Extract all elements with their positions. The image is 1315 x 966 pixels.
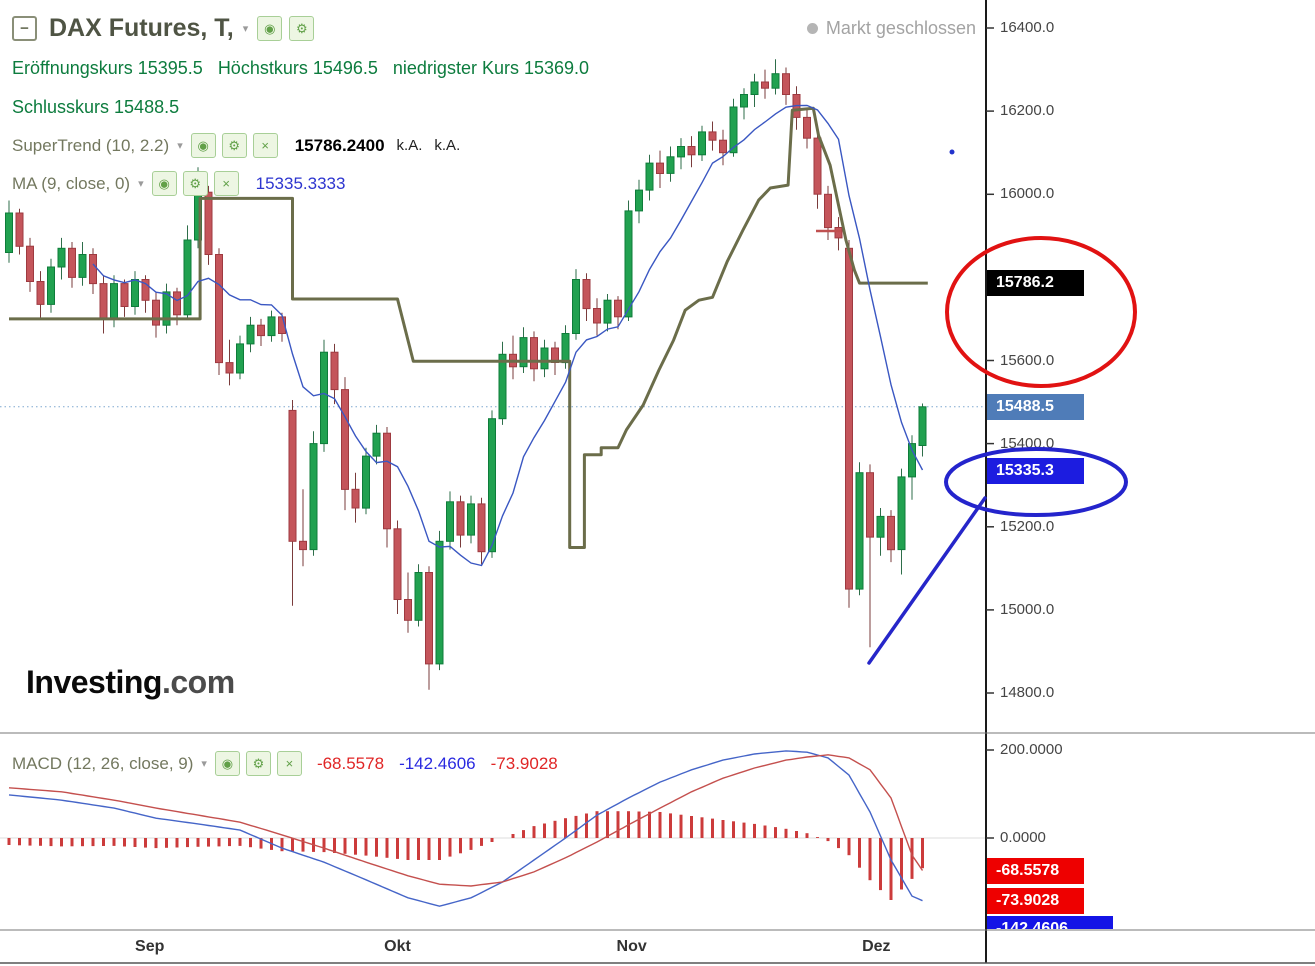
supertrend-extra-2: k.A. <box>434 137 461 154</box>
chevron-down-icon[interactable]: ▾ <box>177 140 183 152</box>
macd-signal-flag: -73.9028 <box>987 888 1084 914</box>
time-axis-label: Okt <box>384 938 411 955</box>
macd-label[interactable]: MACD (12, 26, close, 9) <box>12 753 194 773</box>
title-row: − DAX Futures, T, ▾ ◉ ⚙ <box>12 14 315 43</box>
visibility-icon[interactable]: ◉ <box>257 16 283 41</box>
market-status-text: Markt geschlossen <box>825 18 976 38</box>
remove-icon[interactable]: × <box>213 171 239 196</box>
chevron-down-icon[interactable]: ▾ <box>242 23 249 35</box>
visibility-icon[interactable]: ◉ <box>214 751 240 776</box>
ohl-info-line: Eröffnungskurs 15395.5 Höchstkurs 15496.… <box>12 58 589 79</box>
settings-icon[interactable]: ⚙ <box>289 16 315 41</box>
ma-legend-row: MA (9, close, 0) ▾ ◉ ⚙ × 15335.3333 <box>12 171 345 196</box>
settings-icon[interactable]: ⚙ <box>182 171 208 196</box>
remove-icon[interactable]: × <box>276 751 302 776</box>
remove-icon[interactable]: × <box>252 133 278 158</box>
macd-legend-row: MACD (12, 26, close, 9) ▾ ◉ ⚙ × -68.5578… <box>12 751 558 776</box>
ma-label[interactable]: MA (9, close, 0) <box>12 173 131 193</box>
macd-line <box>8 750 923 907</box>
macd-line-value: -142.4606 <box>399 753 476 773</box>
collapse-glyph: − <box>20 20 29 37</box>
ma-value: 15335.3333 <box>255 173 346 193</box>
supertrend-legend-row: SuperTrend (10, 2.2) ▾ ◉ ⚙ × 15786.2400 … <box>12 133 460 158</box>
market-status: Markt geschlossen <box>806 18 976 39</box>
supertrend-label[interactable]: SuperTrend (10, 2.2) <box>12 135 170 155</box>
supertrend-value: 15786.2400 <box>294 135 385 155</box>
macd-signal-line <box>8 754 924 887</box>
macd-histogram-value: -68.5578 <box>316 753 385 773</box>
status-dot-icon <box>806 23 818 34</box>
supertrend-line <box>9 106 928 549</box>
macd-line-flag: -142.4606 <box>987 916 1113 929</box>
chart-title: DAX Futures, T, <box>49 14 234 42</box>
close-info: Schlusskurs 15488.5 <box>12 97 180 117</box>
collapse-icon[interactable]: − <box>12 16 37 41</box>
supertrend-extra-1: k.A. <box>396 137 423 154</box>
macd-histogram <box>7 811 924 900</box>
macd-histogram-flag: -68.5578 <box>987 858 1084 884</box>
close-info-line: Schlusskurs 15488.5 <box>12 97 179 118</box>
last-price-flag: 15488.5 <box>987 393 1084 420</box>
time-axis-label: Sep <box>135 938 165 955</box>
macd-signal-value: -73.9028 <box>490 753 558 773</box>
logo-suffix: .com <box>161 664 235 700</box>
low-info: niedrigster Kurs 15369.0 <box>392 58 590 78</box>
open-info: Eröffnungskurs 15395.5 <box>12 58 203 78</box>
logo-text: Investing <box>26 664 162 700</box>
candlesticks <box>5 59 927 690</box>
supertrend-price-flag: 15786.2 <box>987 270 1084 297</box>
settings-icon[interactable]: ⚙ <box>221 133 247 158</box>
visibility-icon[interactable]: ◉ <box>151 171 177 196</box>
settings-icon[interactable]: ⚙ <box>245 751 271 776</box>
chevron-down-icon[interactable]: ▾ <box>138 178 144 190</box>
chevron-down-icon[interactable]: ▾ <box>201 758 207 770</box>
investing-logo: Investing.com <box>26 664 235 701</box>
time-axis-label: Nov <box>616 938 647 955</box>
high-info: Höchstkurs 15496.5 <box>217 58 378 78</box>
ma-price-flag: 15335.3 <box>987 457 1084 484</box>
time-axis-label: Dez <box>862 938 891 955</box>
ma-line <box>92 104 924 567</box>
visibility-icon[interactable]: ◉ <box>190 133 216 158</box>
